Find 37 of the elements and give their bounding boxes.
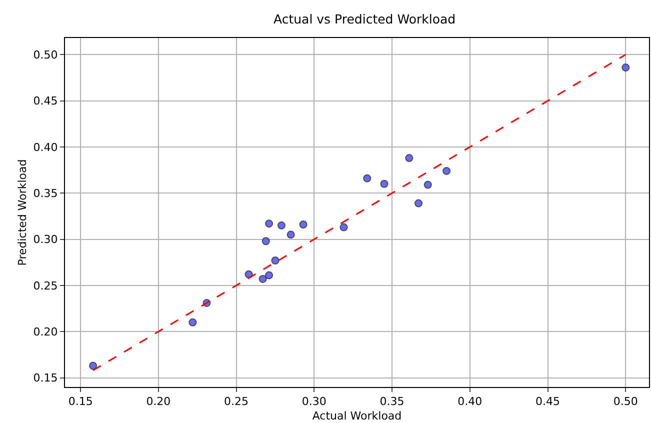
y-tick-label: 0.25	[33, 279, 58, 292]
y-tick-label: 0.15	[33, 372, 58, 385]
point	[299, 220, 308, 228]
x-tick-label: 0.50	[613, 395, 638, 408]
point	[363, 174, 372, 182]
point	[262, 237, 270, 246]
x-tick-label: 0.20	[146, 395, 171, 408]
point	[271, 256, 280, 265]
x-tick-label: 0.15	[68, 395, 93, 408]
x-tick-label: 0.25	[224, 395, 249, 408]
x-axis-title: Actual Workload	[312, 409, 402, 422]
point	[188, 318, 197, 326]
point	[265, 271, 274, 280]
point	[258, 274, 267, 283]
point	[424, 180, 432, 189]
y-tick-label: 0.30	[33, 233, 58, 246]
point	[442, 166, 451, 175]
point	[622, 64, 630, 72]
y-tick-label: 0.40	[33, 140, 58, 154]
x-tick-label: 0.40	[458, 395, 482, 408]
chart-title: Actual vs Predicted Workload	[274, 11, 456, 26]
x-tick-label: 0.45	[536, 395, 560, 408]
x-tick-label: 0.30	[302, 395, 326, 408]
x-tick-label: 0.35	[380, 395, 404, 408]
point	[414, 199, 423, 208]
point	[89, 362, 98, 370]
point	[265, 220, 274, 228]
y-tick-label: 0.45	[33, 94, 58, 108]
y-tick-label: 0.50	[33, 48, 58, 62]
point	[340, 223, 348, 232]
point	[277, 221, 286, 230]
y-tick-label: 0.35	[33, 186, 58, 200]
y-axis-title: Predicted Workload	[16, 159, 29, 266]
y-tick-label: 0.20	[33, 325, 58, 338]
point	[286, 230, 295, 239]
point	[405, 154, 414, 162]
point	[380, 180, 388, 188]
